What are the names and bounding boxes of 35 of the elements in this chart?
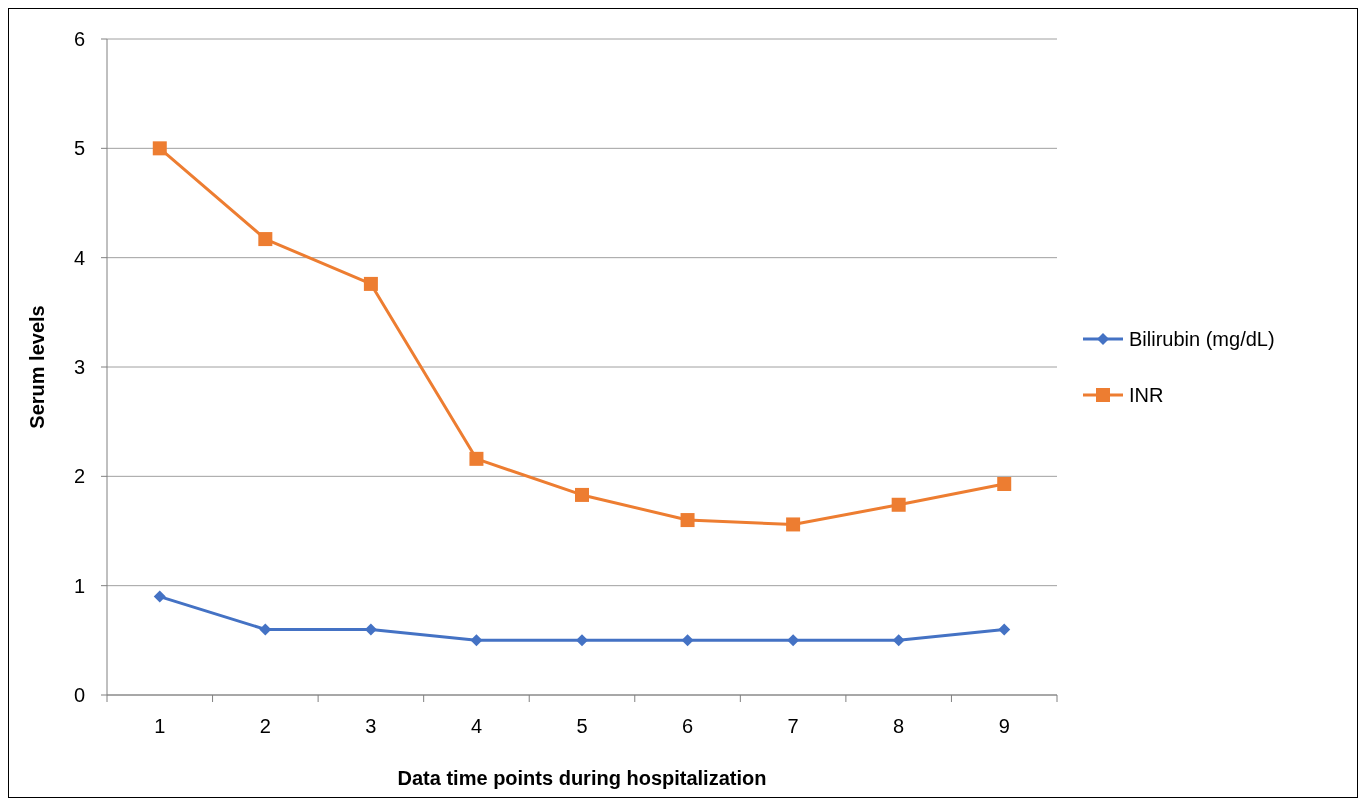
x-tick-label: 8 <box>893 715 905 737</box>
x-tick-label: 7 <box>787 715 799 737</box>
legend-label: INR <box>1129 384 1164 406</box>
x-tick-label: 3 <box>365 715 377 737</box>
point <box>470 634 483 647</box>
point <box>786 517 801 532</box>
point <box>997 476 1012 491</box>
point <box>998 623 1011 636</box>
point <box>363 276 378 291</box>
y-axis-title: Serum levels <box>26 305 48 429</box>
y-tick-label: 2 <box>73 465 85 488</box>
point <box>469 451 484 466</box>
point <box>892 634 905 647</box>
y-tick-label: 0 <box>73 684 85 706</box>
y-tick-label: 6 <box>73 28 85 50</box>
y-tick-label: 5 <box>73 137 85 160</box>
x-tick-label: 1 <box>154 715 166 737</box>
point <box>576 634 588 647</box>
y-tick-label: 3 <box>73 356 85 378</box>
point <box>891 497 906 512</box>
x-tick-label: 2 <box>259 715 271 737</box>
point <box>681 634 694 647</box>
point <box>680 513 695 528</box>
y-tick-label: 4 <box>73 246 85 269</box>
point <box>153 590 166 603</box>
point <box>152 141 167 156</box>
y-tick-label: 1 <box>73 574 85 597</box>
x-axis-title: Data time points during hospitalization <box>397 767 767 789</box>
point <box>575 487 589 502</box>
x-tick-label: 9 <box>998 715 1010 737</box>
point <box>258 232 273 247</box>
x-tick-label: 5 <box>576 715 588 737</box>
x-tick-label: 6 <box>681 715 694 737</box>
x-tick-label: 4 <box>470 715 483 737</box>
legend-label: Bilirubin (mg/dL) <box>1129 328 1275 350</box>
